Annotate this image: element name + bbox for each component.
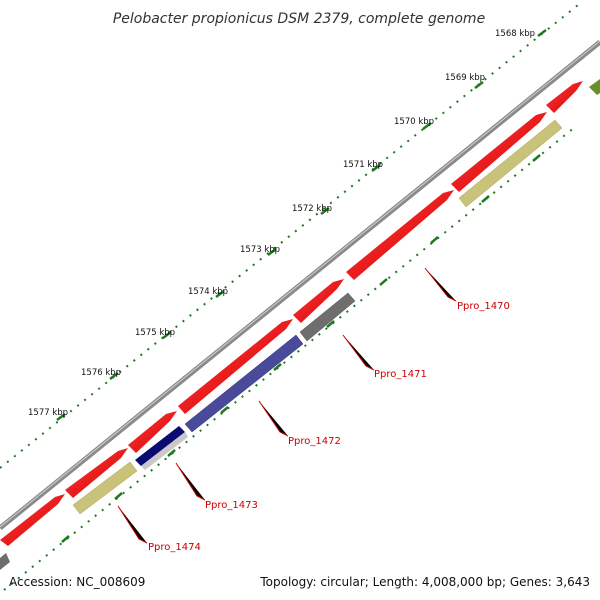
- tick-label-1573: 1573 kbp: [240, 245, 280, 255]
- feature-bar-khaki: [72, 461, 138, 515]
- genome-backbone-highlight: [0, 40, 600, 528]
- feature-bar-khaki: [458, 119, 563, 208]
- gene-label-ppro-1470: Ppro_1470: [457, 301, 510, 312]
- tick-label-1574: 1574 kbp: [188, 287, 228, 297]
- forward-cds-track: [0, 81, 583, 546]
- accession-text: Accession: NC_008609: [9, 575, 145, 589]
- cds-arrow: [0, 494, 65, 546]
- feature-bar-lightgray: [141, 432, 188, 470]
- gene-label-ppro-1473: Ppro_1473: [205, 500, 258, 511]
- genome-summary-text: Topology: circular; Length: 4,008,000 bp…: [259, 575, 590, 589]
- gene-label-leaders: [117, 267, 457, 544]
- feature-bar-gray: [0, 553, 10, 570]
- ruler-dotted-arc: [0, 4, 579, 469]
- tick-label-1568: 1568 kbp: [495, 29, 535, 39]
- tick-label-1572: 1572 kbp: [292, 204, 332, 214]
- gene-label-ppro-1474: Ppro_1474: [148, 542, 201, 553]
- gene-label-ppro-1471: Ppro_1471: [374, 369, 427, 380]
- feature-bar-green: [589, 79, 600, 95]
- cds-arrow: [178, 319, 293, 414]
- tick-label-1577: 1577 kbp: [28, 408, 68, 418]
- tick-label-1571: 1571 kbp: [343, 160, 383, 170]
- genome-backbone: [0, 40, 600, 530]
- tick-label-1570: 1570 kbp: [394, 117, 434, 127]
- map-title: Pelobacter propionicus DSM 2379, complet…: [113, 11, 485, 27]
- major-ticks: [56, 29, 547, 421]
- cds-arrow: [293, 279, 344, 323]
- cds-arrow: [546, 81, 583, 113]
- cds-arrow: [65, 448, 128, 498]
- tick-label-1575: 1575 kbp: [135, 328, 175, 338]
- cds-arrow: [451, 112, 547, 192]
- gene-label-ppro-1472: Ppro_1472: [288, 436, 341, 447]
- cds-arrow: [128, 411, 177, 453]
- cds-arrow: [346, 190, 454, 280]
- tick-label-1576: 1576 kbp: [81, 368, 121, 378]
- feature-track: [0, 79, 600, 570]
- feature-bar-gray: [299, 292, 356, 342]
- tick-label-1569: 1569 kbp: [445, 73, 485, 83]
- feature-bar-slate: [184, 334, 304, 433]
- inner-ticks: [61, 154, 541, 543]
- feature-bar-navy: [135, 426, 185, 466]
- inner-dotted-arc: [3, 126, 576, 591]
